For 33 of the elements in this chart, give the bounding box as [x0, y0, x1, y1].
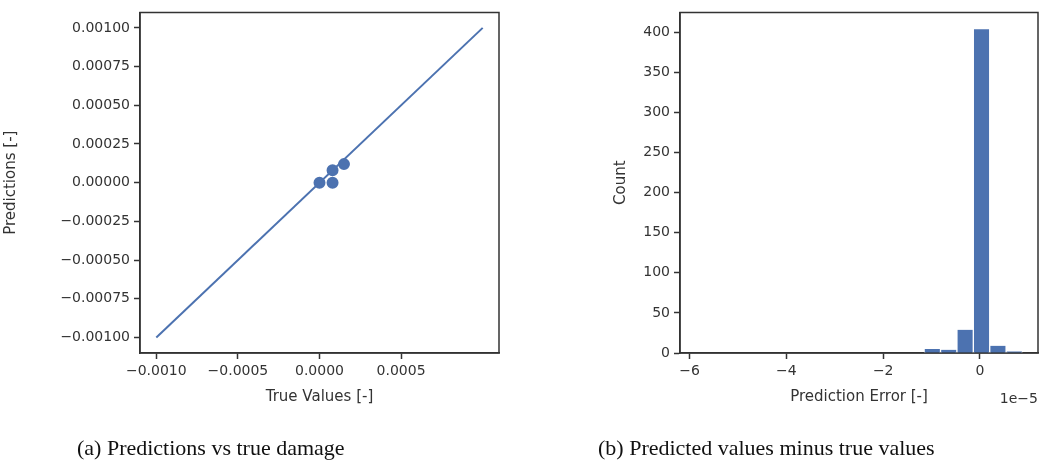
y-tick-label: 0.00025: [72, 134, 130, 151]
x-tick-label: 0: [975, 362, 985, 379]
y-tick-label: 200: [643, 183, 670, 200]
x-tick-label: −0.0005: [207, 362, 269, 379]
y-tick-label: 0.00075: [72, 57, 130, 74]
y-tick-label: −0.00075: [60, 289, 130, 306]
y-tick-label: 0: [661, 343, 670, 360]
text: (a) Predictions vs true damage: [77, 435, 345, 461]
y-tick-label: 350: [643, 63, 670, 80]
y-tick-label: 400: [643, 23, 670, 40]
y-tick-label: 0.00100: [72, 18, 130, 35]
y-tick-label: 250: [643, 143, 670, 160]
x-tick-label: −4: [776, 362, 797, 379]
y-tick-label: 50: [652, 303, 670, 320]
x-tick-label: −0.0010: [125, 362, 187, 379]
text: (b) Predicted values minus true values: [598, 435, 935, 461]
x-tick-label: 0.0000: [295, 362, 344, 379]
y-tick-label: 100: [643, 263, 670, 280]
y-tick-label: 0.00050: [72, 95, 130, 112]
y-axis-title: Count: [610, 160, 629, 205]
x-tick-label: −6: [679, 362, 701, 379]
y-axis-title: Predictions [-]: [0, 130, 19, 235]
y-tick-label: −0.00100: [60, 328, 130, 345]
y-tick-label: −0.00025: [60, 212, 130, 229]
text: 1e−5: [999, 390, 1038, 406]
y-tick-label: 300: [643, 103, 670, 120]
x-tick-label: 0.0005: [376, 362, 426, 379]
x-axis-title: True Values [-]: [264, 386, 374, 405]
x-axis-title: Prediction Error [-]: [790, 386, 928, 405]
y-tick-label: −0.00050: [60, 250, 130, 267]
x-tick-label: −2: [872, 362, 894, 379]
y-tick-label: 0.00000: [72, 173, 130, 190]
y-tick-label: 150: [643, 223, 670, 240]
